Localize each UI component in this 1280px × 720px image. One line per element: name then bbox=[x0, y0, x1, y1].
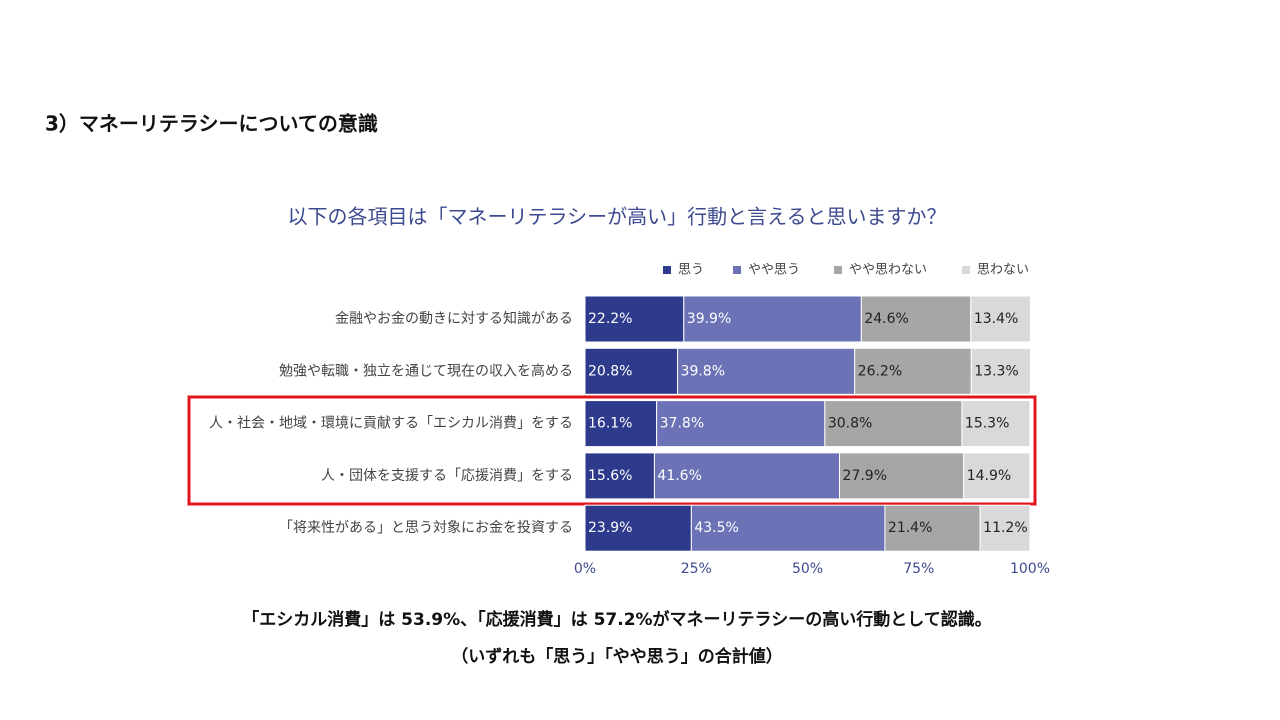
bar-segment bbox=[963, 452, 1031, 500]
bar-segment bbox=[884, 504, 981, 552]
y-tick-label: 人・社会・地域・環境に貢献する「エシカル消費」をする bbox=[209, 416, 573, 432]
value-label: 37.8% bbox=[660, 416, 704, 432]
legend-swatch bbox=[834, 266, 842, 274]
legend-label: やや思う bbox=[748, 263, 800, 278]
note: 「エシカル消費」は 53.9%、「応援消費」は 57.2%がマネーリテラシーの高… bbox=[242, 609, 991, 630]
bar-segment bbox=[970, 347, 1031, 395]
legend-label: 思わない bbox=[977, 263, 1029, 278]
value-label: 16.1% bbox=[588, 416, 632, 432]
y-tick-label: 人・団体を支援する「応援消費」をする bbox=[321, 468, 573, 484]
legend-swatch bbox=[663, 266, 671, 274]
legend-label: 思う bbox=[678, 263, 704, 278]
bar-segment bbox=[656, 400, 826, 448]
bar-segment bbox=[979, 504, 1031, 552]
x-tick-label: 25% bbox=[681, 561, 712, 577]
note: （いずれも「思う」「やや思う」の合計値） bbox=[451, 646, 783, 667]
bar-segment bbox=[854, 347, 972, 395]
value-label: 27.9% bbox=[843, 468, 887, 484]
bar-segment bbox=[970, 295, 1031, 343]
value-label: 26.2% bbox=[858, 363, 902, 379]
value-label: 13.3% bbox=[974, 363, 1018, 379]
chart-title: 以下の各項目は「マネーリテラシーが高い」行動と言えると思いますか？ bbox=[288, 205, 947, 229]
bar-segment bbox=[961, 400, 1031, 448]
legend-label: やや思わない bbox=[849, 263, 927, 278]
bar-segment bbox=[584, 504, 692, 552]
value-label: 22.2% bbox=[588, 311, 632, 327]
value-label: 15.6% bbox=[588, 468, 632, 484]
value-label: 43.5% bbox=[694, 520, 738, 536]
value-label: 39.8% bbox=[681, 363, 725, 379]
x-tick-label: 0% bbox=[574, 561, 596, 577]
value-label: 15.3% bbox=[965, 416, 1009, 432]
legend-swatch bbox=[962, 266, 970, 274]
value-label: 39.9% bbox=[687, 311, 731, 327]
value-label: 24.6% bbox=[864, 311, 908, 327]
x-tick-label: 75% bbox=[903, 561, 934, 577]
value-label: 14.9% bbox=[967, 468, 1011, 484]
bar-segment bbox=[677, 347, 856, 395]
slide-title: 3）マネーリテラシーについての意識 bbox=[45, 112, 378, 136]
bar-segment bbox=[860, 295, 972, 343]
bar-segment bbox=[824, 400, 963, 448]
value-label: 11.2% bbox=[983, 520, 1027, 536]
x-tick-label: 100% bbox=[1010, 561, 1050, 577]
value-label: 13.4% bbox=[974, 311, 1018, 327]
value-label: 30.8% bbox=[828, 416, 872, 432]
y-tick-label: 勉強や転職・独立を通じて現在の収入を高める bbox=[279, 362, 573, 379]
value-label: 20.8% bbox=[588, 363, 632, 379]
bar-segment bbox=[653, 452, 841, 500]
x-tick-label: 50% bbox=[792, 561, 823, 577]
y-tick-label: 金融やお金の動きに対する知識がある bbox=[335, 310, 573, 327]
highlight-box bbox=[187, 395, 1037, 506]
bar-segment bbox=[584, 295, 685, 343]
bar-segment bbox=[584, 400, 658, 448]
value-label: 41.6% bbox=[657, 468, 701, 484]
bar-segment bbox=[584, 347, 679, 395]
legend-swatch bbox=[733, 266, 741, 274]
bar-segment bbox=[839, 452, 965, 500]
value-label: 23.9% bbox=[588, 520, 632, 536]
bar-segment bbox=[584, 452, 655, 500]
y-tick-label: 「将来性がある」と思う対象にお金を投資する bbox=[279, 520, 573, 536]
bar-segment bbox=[683, 295, 862, 343]
value-label: 21.4% bbox=[888, 520, 932, 536]
